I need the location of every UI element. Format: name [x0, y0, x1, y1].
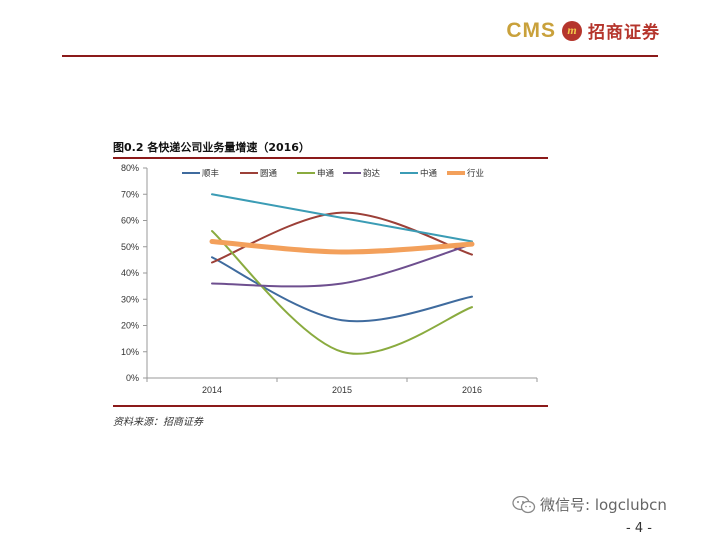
wechat-watermark: 微信号: logclubcn — [512, 494, 667, 515]
y-tick-label: 20% — [121, 321, 139, 331]
figure-title: 图0.2 各快递公司业务量增速（2016） — [113, 141, 310, 154]
legend-label-2: 申通 — [317, 168, 335, 179]
x-tick-label: 2014 — [202, 385, 222, 395]
x-tick-label: 2016 — [462, 385, 482, 395]
page-number: - 4 - — [626, 521, 652, 536]
header-divider — [62, 55, 658, 57]
brand-cms-text: CMS — [506, 18, 556, 42]
x-tick-label: 2015 — [332, 385, 352, 395]
y-tick-label: 30% — [121, 294, 139, 304]
series-line-1 — [211, 211, 473, 264]
brand-chinese-name: 招商证券 — [588, 23, 660, 43]
series-line-5 — [209, 239, 475, 255]
legend-label-3: 韵达 — [363, 168, 381, 179]
wechat-id-text: 微信号: logclubcn — [540, 496, 667, 514]
legend-label-1: 圆通 — [260, 168, 278, 179]
series-line-4 — [211, 193, 473, 243]
legend-label-4: 中通 — [420, 168, 438, 179]
series-line-3 — [211, 243, 473, 288]
wechat-icon — [512, 495, 536, 513]
series-line-2 — [211, 230, 473, 355]
legend-label-5: 行业 — [467, 168, 484, 179]
figure-source: 资料来源：招商证券 — [113, 417, 203, 428]
figure-top-rule — [113, 157, 548, 159]
y-tick-label: 80% — [121, 163, 139, 173]
y-tick-label: 0% — [126, 373, 139, 383]
figure-bottom-rule — [113, 405, 548, 407]
y-tick-label: 10% — [121, 347, 139, 357]
series-line-0 — [211, 256, 473, 323]
y-tick-label: 40% — [121, 268, 139, 278]
brand-logo-group: CMS m 招商证券 — [506, 18, 660, 44]
y-tick-label: 60% — [121, 216, 139, 226]
legend-label-0: 顺丰 — [202, 168, 220, 179]
y-tick-label: 70% — [121, 189, 139, 199]
y-tick-label: 50% — [121, 242, 139, 252]
brand-logo-icon: m — [562, 20, 582, 41]
